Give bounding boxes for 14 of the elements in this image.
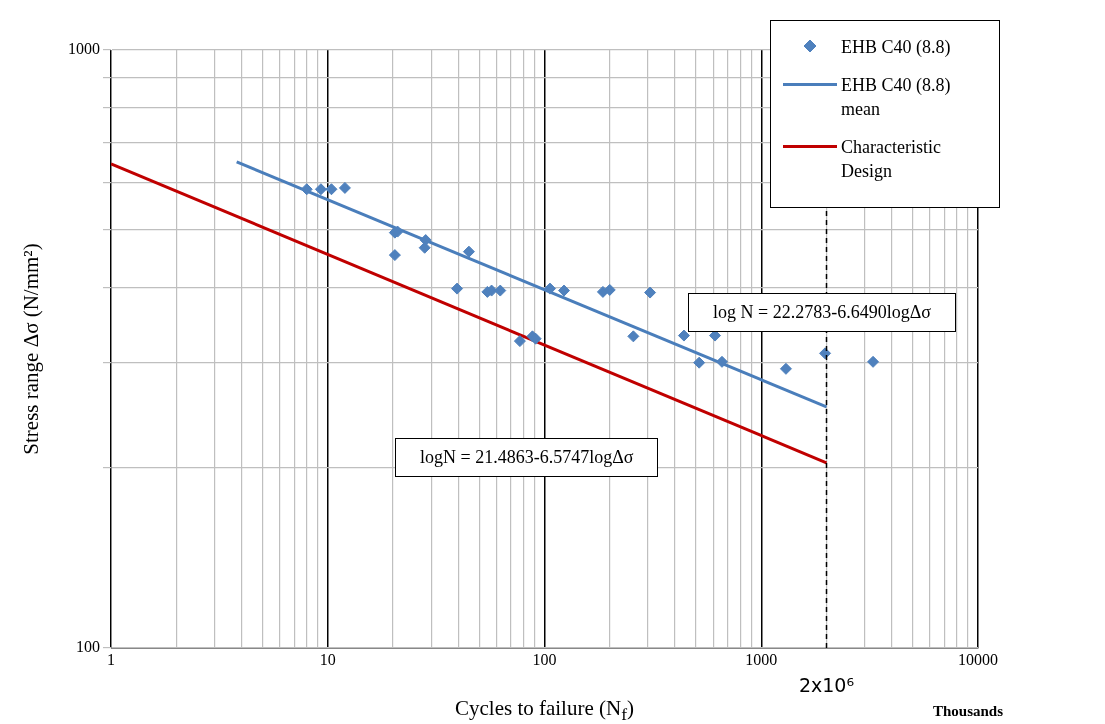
x-tick-label: 10000 <box>958 650 998 668</box>
text: Thousands <box>933 703 1004 720</box>
annotation: logN = 21.4863-6.5747logΔσ <box>395 438 659 477</box>
legend-label: Characteristic Design <box>841 136 942 183</box>
x-tick-label: 10 <box>319 650 336 668</box>
legend-label: EHB C40 (8.8) <box>841 36 952 59</box>
y-axis-title: Stress range Δσ (N/mm²) <box>19 243 44 455</box>
x-tick-label: 100 <box>532 650 557 668</box>
x-axis-title: Cycles to failure (N$_{f}$) <box>454 696 635 724</box>
ref-line-label: 2x10⁶ <box>798 674 855 697</box>
legend-label: EHB C40 (8.8) mean <box>841 74 952 121</box>
x-tick-label: 1000 <box>745 650 778 668</box>
annotation: log N = 22.2783-6.6490logΔσ <box>688 293 956 332</box>
x-tick-label: 1 <box>107 650 115 668</box>
